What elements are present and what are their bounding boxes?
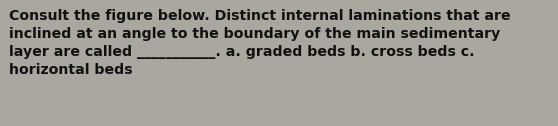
Text: Consult the figure below. Distinct internal laminations that are
inclined at an : Consult the figure below. Distinct inter… xyxy=(9,9,511,77)
